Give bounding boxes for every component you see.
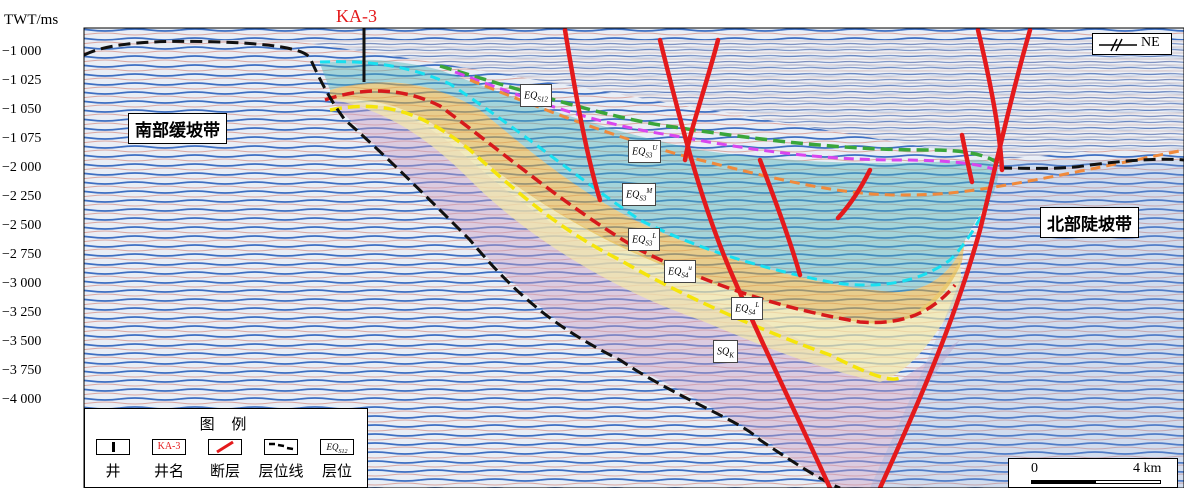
horizon-label: SQK (713, 340, 738, 364)
axis-tick-label: −1 025 (2, 73, 42, 88)
horizon-symbol-icon: EQS12 (320, 439, 354, 455)
direction-label: NE (1141, 35, 1160, 50)
axis-tick-label: −3 500 (2, 334, 42, 349)
scale-line (1031, 480, 1161, 484)
horizon-label: EQS4u (664, 260, 696, 284)
scale-end-label: 4 km (1133, 461, 1162, 476)
well-name-label: KA-3 (336, 6, 377, 26)
legend-item-fault: 断层 (197, 439, 253, 481)
legend-label-horizon: 层位 (321, 462, 352, 480)
legend: 图 例 井 KA-3 井名 断层 层位线 (84, 408, 368, 488)
fault-main-north (877, 28, 1033, 488)
fault-minor-1 (757, 157, 803, 278)
fault-minor-3 (959, 132, 975, 185)
legend-item-horizon-line: 层位线 (253, 439, 309, 481)
axis-tick-label: −2 750 (2, 247, 42, 262)
overlying-strata (84, 40, 1184, 160)
fault-listric-1 (657, 37, 833, 488)
legend-item-well-name: KA-3 井名 (141, 439, 197, 481)
legend-item-horizon: EQS12 层位 (309, 439, 365, 481)
legend-label-well-name: 井名 (153, 462, 184, 480)
zone-eqs3l (330, 82, 965, 324)
horizon-label: EQS4L (731, 297, 764, 321)
legend-label-fault: 断层 (209, 462, 240, 480)
region-south-label: 南部缓坡带 (128, 113, 227, 144)
zone-north-footwall (870, 160, 1184, 488)
horizon-line-base (84, 39, 1184, 488)
horizon-line-magenta (454, 70, 1001, 174)
horizon-line-symbol-icon (264, 439, 298, 455)
faults (562, 28, 1033, 488)
axis-tick-label: −4 000 (2, 392, 42, 407)
fault-symbol-icon (208, 439, 242, 455)
axis-tick-label: −3 000 (2, 276, 42, 291)
fault-antithetic-1 (682, 37, 721, 163)
horizon-line-cyan (319, 60, 992, 287)
horizon-line-yellow (329, 104, 901, 381)
axis-tick-label: −2 000 (2, 160, 42, 175)
axis-tick-label: −1 000 (2, 44, 42, 59)
legend-label-well: 井 (105, 462, 121, 480)
horizon-label: EQS12 (520, 84, 552, 108)
legend-label-horizon-line: 层位线 (258, 462, 304, 480)
horizon-line-green-eqs12 (439, 64, 1002, 167)
axis-tick-label: −3 750 (2, 363, 42, 378)
horizon-label: EQS3M (622, 183, 657, 207)
well-name-symbol-icon: KA-3 (152, 439, 186, 455)
axis-tick-label: −1 050 (2, 102, 42, 117)
scale-bar: 0 4 km (1008, 458, 1178, 488)
direction-indicator: NE (1092, 33, 1172, 55)
axis-tick-label: −2 500 (2, 218, 42, 233)
fault-minor-2 (835, 167, 873, 221)
legend-title: 图 例 (199, 415, 253, 433)
direction-arrow-icon (1099, 38, 1137, 52)
scale-start-label: 0 (1031, 461, 1038, 476)
axis-tick-label: −2 250 (2, 189, 42, 204)
axis-title: TWT/ms (4, 12, 59, 28)
well-symbol-icon (96, 439, 130, 455)
fault-main-south (562, 28, 603, 203)
horizon-label: EQS3U (628, 140, 662, 164)
fault-north-branch (975, 28, 1005, 173)
axis-tick-label: −1 075 (2, 131, 42, 146)
legend-item-well: 井 (85, 439, 141, 481)
zone-eqs3 (320, 59, 999, 292)
axis-tick-label: −3 250 (2, 305, 42, 320)
horizon-label: EQS3L (628, 228, 661, 252)
region-north-label: 北部陡坡带 (1040, 207, 1139, 238)
